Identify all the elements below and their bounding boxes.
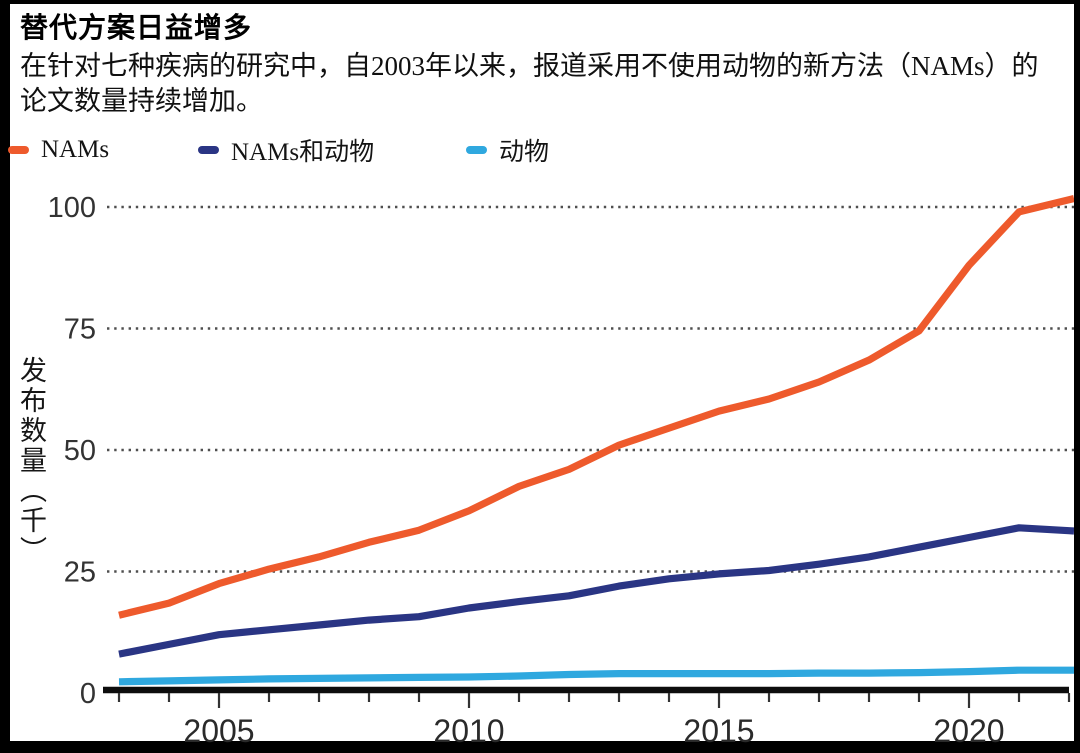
- y-tick-label-75: 75: [64, 314, 96, 346]
- legend-label-nams: NAMs: [41, 136, 110, 163]
- legend-swatch-nams-icon: [8, 146, 29, 154]
- legend-swatch-animals-icon: [466, 146, 487, 154]
- y-tick-label-0: 0: [80, 678, 96, 710]
- legend-label-animals: 动物: [499, 139, 550, 166]
- x-tick-label-2005: 2005: [183, 713, 254, 749]
- series-nams-and-animals: [118, 524, 1074, 658]
- legend-label-nams-and-animals: NAMs和动物: [231, 139, 375, 166]
- y-tick-label-100: 100: [48, 192, 96, 224]
- chart-subtitle: 在针对七种疾病的研究中，自2003年以来，报道采用不使用动物的新方法（NAMs）…: [20, 49, 1070, 119]
- x-axis: 2005 2010 2015 2020: [103, 686, 1071, 749]
- figure-canvas: [10, 4, 1074, 741]
- y-tick-label-25: 25: [64, 557, 96, 589]
- x-tick-label-2010: 2010: [433, 713, 504, 749]
- gridlines: [107, 205, 1074, 573]
- x-tick-label-2015: 2015: [683, 713, 754, 749]
- chart-subtitle-line1: 在针对七种疾病的研究中，自2003年以来，报道采用不使用动物的新方法（NAMs）…: [20, 51, 1039, 81]
- series-animals: [118, 666, 1074, 686]
- y-tick-labels: 0 25 50 75 100: [48, 192, 96, 710]
- legend-item-nams: NAMs: [8, 134, 109, 166]
- series-lines: [118, 194, 1074, 686]
- legend-item-nams-and-animals: NAMs和动物: [198, 134, 374, 166]
- chart-subtitle-line2: 论文数量持续增加。: [20, 86, 263, 116]
- y-axis-title: 发布数量（千）: [16, 356, 46, 566]
- y-tick-label-50: 50: [64, 435, 96, 467]
- legend-item-animals: 动物: [466, 134, 549, 166]
- chart-title: 替代方案日益增多: [20, 12, 253, 43]
- legend-swatch-nams-and-animals-icon: [198, 146, 219, 154]
- x-tick-label-2020: 2020: [933, 713, 1004, 749]
- series-nams: [118, 194, 1074, 619]
- legend: NAMs NAMs和动物 动物: [0, 134, 1080, 166]
